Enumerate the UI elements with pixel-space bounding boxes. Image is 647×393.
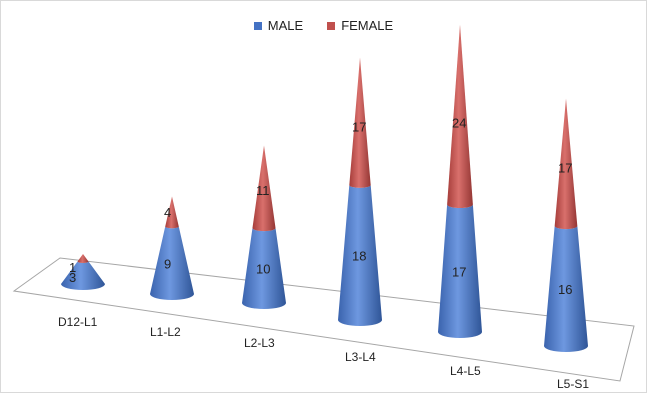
category-label: L5-S1 xyxy=(557,377,589,391)
legend-label-male: MALE xyxy=(267,18,304,33)
bar-male xyxy=(544,226,588,352)
data-label-male: 17 xyxy=(452,264,466,279)
cone-D12-L1: 31 xyxy=(61,254,105,290)
data-label-male: 9 xyxy=(164,256,171,271)
bar-female xyxy=(447,24,473,209)
legend-item-male: MALE xyxy=(253,18,304,33)
bar-female xyxy=(349,57,371,188)
data-label-female: 17 xyxy=(352,120,366,135)
data-label-male: 3 xyxy=(69,270,76,285)
data-label-female: 17 xyxy=(558,161,572,176)
data-label-male: 18 xyxy=(352,249,366,264)
bar-male xyxy=(242,228,286,309)
category-label: D12-L1 xyxy=(58,315,98,329)
category-label: L4-L5 xyxy=(450,364,481,378)
data-label-female: 24 xyxy=(452,116,466,131)
data-label-male: 10 xyxy=(256,262,270,277)
floor-plane xyxy=(12,257,635,382)
legend: MALE FEMALE xyxy=(0,18,647,33)
category-label: L2-L3 xyxy=(244,336,275,350)
legend-label-female: FEMALE xyxy=(341,18,394,33)
bar-female xyxy=(252,145,276,232)
bar-male xyxy=(438,204,482,338)
category-label: L3-L4 xyxy=(345,350,376,364)
bar-female xyxy=(165,196,179,229)
category-labels: D12-L1 L1-L2 L2-L3 L3-L4 L4-L5 L5-S1 xyxy=(58,315,589,391)
bar-male xyxy=(61,261,105,290)
data-label-female: 1 xyxy=(69,260,76,275)
legend-swatch-female xyxy=(327,21,336,30)
bar-female xyxy=(554,98,578,230)
cone-L2-L3: 10 11 xyxy=(242,145,286,309)
data-label-female: 11 xyxy=(256,183,270,198)
bar-male xyxy=(338,185,382,326)
legend-swatch-male xyxy=(253,21,262,30)
category-label: L1-L2 xyxy=(150,325,181,339)
legend-item-female: FEMALE xyxy=(327,18,393,33)
bar-female xyxy=(77,254,89,263)
cone-L1-L2: 94 xyxy=(150,196,194,300)
data-label-male: 16 xyxy=(558,282,572,297)
bar-male xyxy=(150,226,194,300)
data-label-female: 4 xyxy=(164,205,171,220)
